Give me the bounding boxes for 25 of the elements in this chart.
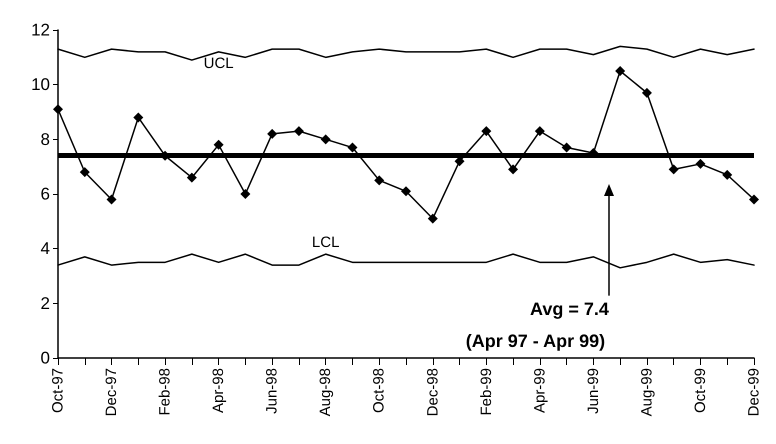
x-tick-label: Oct-97 bbox=[50, 368, 66, 414]
x-tick-label: Oct-99 bbox=[692, 368, 709, 414]
y-tick-label: 6 bbox=[40, 184, 50, 204]
x-tick-label: Jun-98 bbox=[264, 368, 281, 414]
annotation: Avg = 7.4 bbox=[530, 299, 609, 319]
x-tick-label: Jun-99 bbox=[584, 368, 602, 414]
series-label: UCL bbox=[204, 54, 234, 72]
y-tick-label: 10 bbox=[31, 75, 50, 94]
y-tick-label: 4 bbox=[40, 239, 50, 258]
y-tick-label: 2 bbox=[40, 294, 50, 313]
series-label: LCL bbox=[312, 234, 340, 252]
x-tick-label: Dec-98 bbox=[424, 368, 442, 416]
x-tick-label: Aug-98 bbox=[317, 368, 334, 416]
x-tick-label: Feb-98 bbox=[156, 368, 174, 416]
y-tick-label: 0 bbox=[40, 348, 50, 368]
y-tick-label: 12 bbox=[31, 20, 50, 40]
x-tick-label: Apr-99 bbox=[531, 368, 548, 414]
x-tick-label: Apr-98 bbox=[210, 368, 228, 414]
x-tick-label: Feb-99 bbox=[478, 368, 495, 416]
x-tick-label: Oct-98 bbox=[370, 368, 388, 414]
annotation: (Apr 97 - Apr 99) bbox=[466, 331, 606, 351]
x-tick-label: Aug-99 bbox=[638, 368, 656, 416]
y-tick-label: 8 bbox=[40, 130, 50, 149]
x-tick-label: Dec-99 bbox=[746, 368, 762, 416]
x-tick-label: Dec-97 bbox=[103, 368, 120, 416]
